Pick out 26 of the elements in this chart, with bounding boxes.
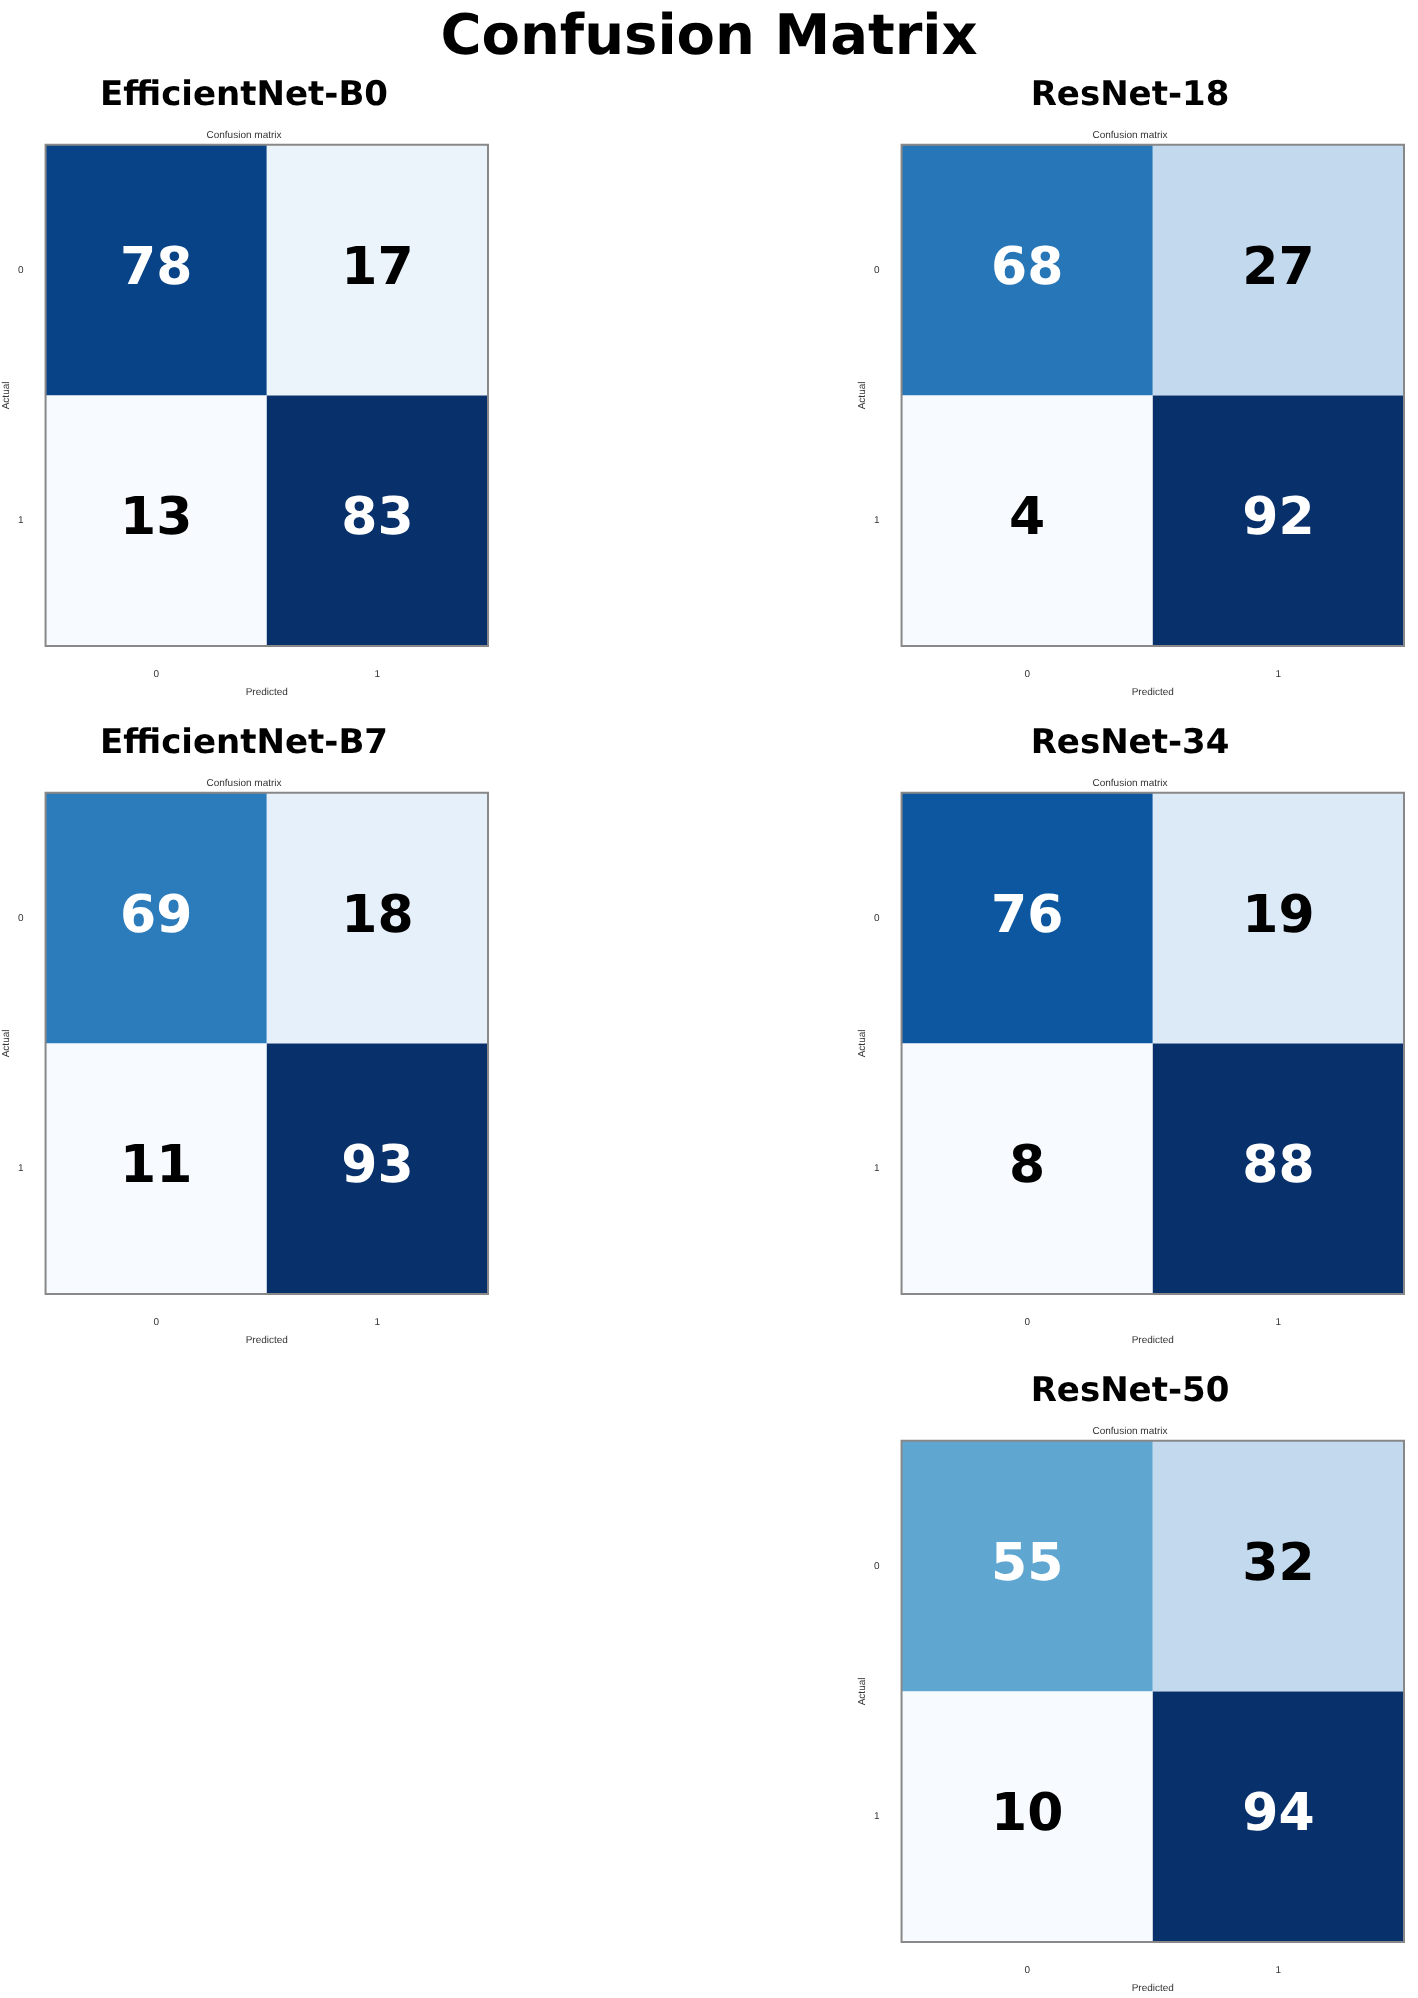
data-label: 69 — [119, 885, 193, 946]
data-label: 19 — [1242, 885, 1315, 946]
data-label: 93 — [341, 1136, 414, 1197]
data-label: 78 — [119, 237, 193, 298]
chart-title: EfficientNet-B0 — [100, 75, 389, 116]
chart-title: ResNet-50 — [1030, 1371, 1230, 1412]
data-label: 32 — [1242, 1533, 1315, 1594]
data-label: 27 — [1242, 237, 1315, 298]
chart-title: ResNet-34 — [1030, 723, 1230, 764]
data-label: 10 — [990, 1784, 1064, 1845]
text: Confusion Matrix — [438, 0, 980, 72]
data-label: 88 — [1242, 1136, 1315, 1197]
chart-title: EfficientNet-B7 — [100, 723, 388, 764]
data-label: 68 — [990, 237, 1064, 298]
data-label: 18 — [341, 885, 414, 946]
data-label: 8 — [1009, 1136, 1046, 1197]
data-label: 4 — [1009, 488, 1046, 549]
data-label: 11 — [119, 1136, 193, 1197]
data-label: 94 — [1242, 1784, 1315, 1845]
chart-title: ResNet-18 — [1030, 75, 1230, 116]
data-label: 17 — [341, 237, 414, 298]
data-label: 13 — [119, 488, 193, 549]
data-label: 83 — [341, 488, 414, 549]
data-label: 55 — [990, 1533, 1064, 1594]
data-label: 76 — [990, 885, 1064, 946]
data-label: 92 — [1242, 488, 1315, 549]
